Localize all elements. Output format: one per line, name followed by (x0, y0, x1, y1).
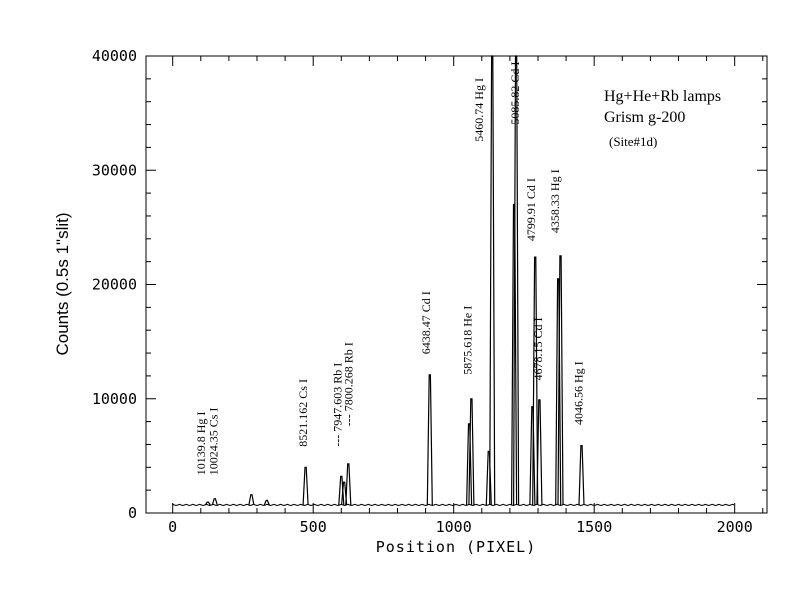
line-annotation: --- 7800.268 Rb I (342, 342, 356, 426)
line-annotation: 10139.8 Hg I (194, 412, 208, 476)
line-annotation: 4046.56 Hg I (571, 361, 585, 425)
x-tick-label: 2000 (717, 518, 753, 536)
y-tick-label: 0 (128, 504, 137, 522)
line-annotation: 6438.47 Cd I (419, 291, 433, 354)
spectrum-peak (489, 55, 496, 506)
spectrum-peak (341, 481, 348, 506)
spectrum-peak (204, 501, 211, 506)
x-tick-label: 0 (168, 518, 177, 536)
y-tick-label: 30000 (92, 161, 137, 179)
line-annotation: --- 7947.603 Rb I (330, 363, 344, 447)
spectrum-peak (557, 255, 564, 506)
y-tick-label: 40000 (92, 47, 137, 65)
spectrum-peak (529, 406, 536, 506)
x-tick-label: 500 (300, 518, 327, 536)
spectrum-peak (211, 498, 218, 506)
spectrum-peak (512, 55, 520, 506)
spectrum-peak (263, 499, 270, 506)
line-annotation: 10024.35 Cs I (207, 408, 221, 476)
x-tick-label: 1500 (576, 518, 612, 536)
x-tick-label: 1000 (436, 518, 472, 536)
line-annotation: 4678.15 Cd I (531, 317, 545, 380)
spectrum-peak (555, 278, 562, 506)
line-annotation: 4358.33 Hg I (548, 169, 562, 233)
line-annotation: 8521.162 Cs I (296, 379, 310, 447)
line-annotation: 5460.74 Hg I (472, 78, 486, 142)
axis-ticks (146, 55, 767, 514)
info-site: (Site#1d) (609, 134, 657, 149)
spectrum-peak (532, 256, 539, 506)
spectrum-peak (511, 203, 518, 506)
spectrum-peak (466, 423, 473, 506)
spectrum-peak (536, 399, 543, 506)
spectrum-peak (345, 463, 352, 506)
spectrum-peak (485, 450, 492, 506)
spectrum-peak (248, 494, 255, 506)
spectrum-peak (302, 466, 309, 506)
y-tick-label: 10000 (92, 390, 137, 408)
x-axis-title: Position (PIXEL) (376, 538, 537, 556)
spectrum-peak (426, 374, 433, 506)
y-tick-label: 20000 (92, 276, 137, 294)
spectrum-peak (578, 445, 585, 506)
spectrum-peak (468, 398, 475, 506)
line-annotation: 5875.618 He I (460, 306, 474, 375)
y-axis-title: Counts (0.5s 1"slit) (53, 212, 72, 355)
info-lamps: Hg+He+Rb lamps (604, 88, 721, 105)
info-grism: Grism g-200 (604, 109, 685, 126)
line-annotation: 4799.91 Cd I (524, 178, 538, 241)
